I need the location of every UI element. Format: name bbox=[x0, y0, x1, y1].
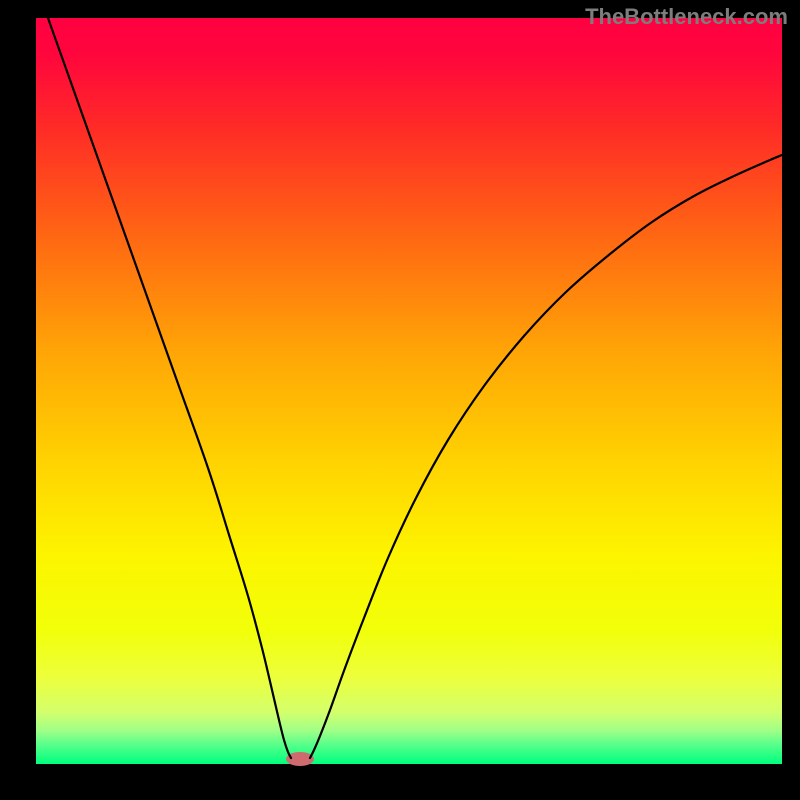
bottleneck-chart: TheBottleneck.com bbox=[0, 0, 800, 800]
chart-svg bbox=[0, 0, 800, 800]
chart-gradient-background bbox=[36, 18, 782, 764]
watermark-label: TheBottleneck.com bbox=[585, 4, 788, 30]
